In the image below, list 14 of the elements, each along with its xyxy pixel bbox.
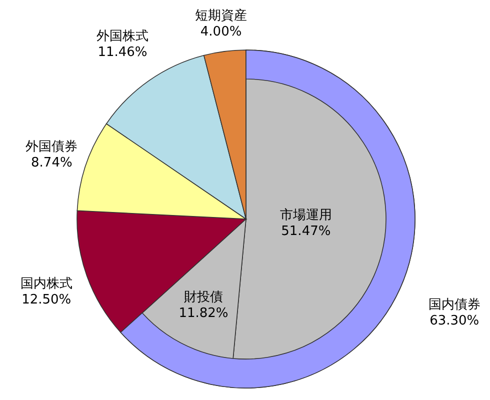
slice-label: 外国債券 — [26, 140, 78, 155]
data-label: 51.47% — [281, 224, 331, 239]
data-label: 11.46% — [98, 45, 148, 60]
data-label: 8.74% — [31, 156, 72, 171]
data-label: 4.00% — [200, 24, 242, 40]
slice-label: 市場運用 — [280, 208, 332, 223]
data-label: 63.30% — [430, 314, 480, 329]
slice-label: 外国株式 — [96, 29, 148, 44]
data-label: 12.50% — [22, 292, 72, 308]
slice-label: 国内債券 — [428, 298, 480, 313]
slice-label: 国内株式 — [20, 276, 72, 292]
slice-label: 短期資産 — [195, 8, 248, 24]
slice-label: 財投債 — [184, 290, 224, 305]
data-label: 11.82% — [178, 306, 228, 321]
